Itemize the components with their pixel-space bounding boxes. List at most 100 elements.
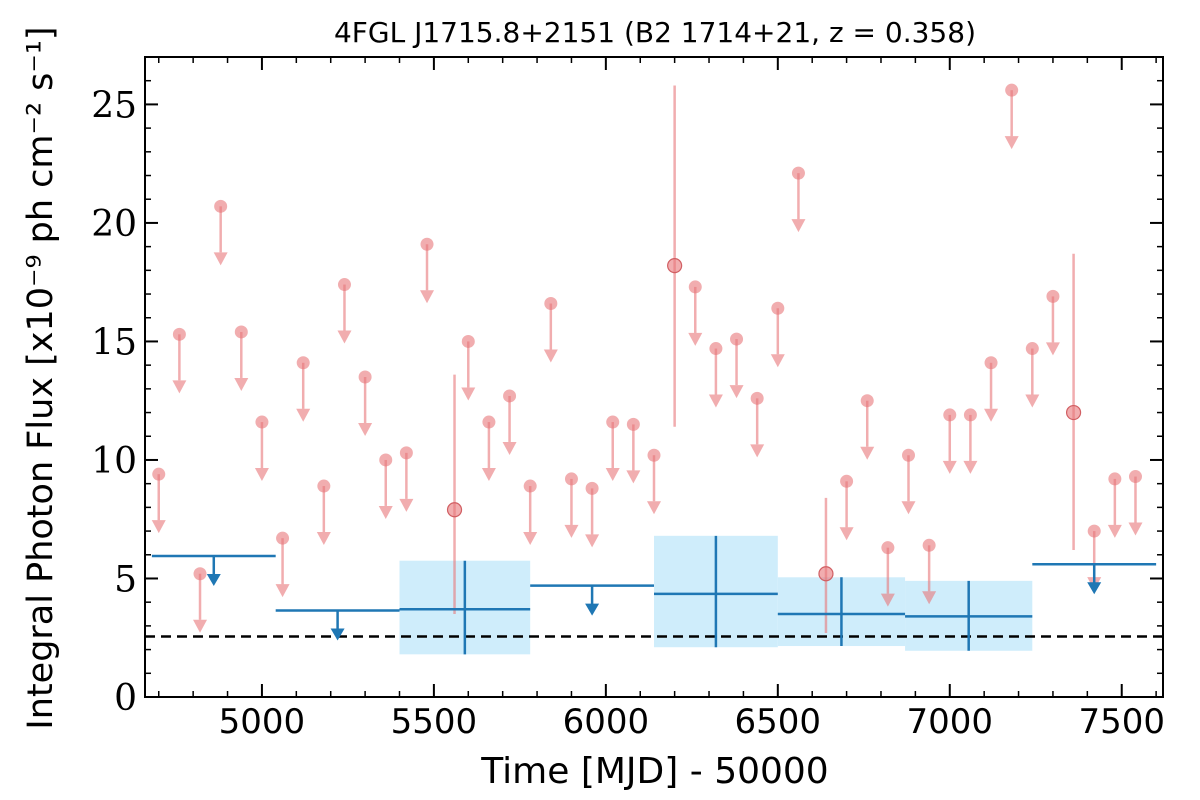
upper-limit-arrow: [420, 290, 435, 304]
upper-limit-arrow: [234, 377, 249, 391]
upper-limit-arrow: [481, 468, 496, 482]
upper-limit-point: [152, 467, 166, 481]
upper-limit-point: [606, 415, 620, 429]
upper-limit-point: [1005, 83, 1019, 97]
upper-limit-point: [1087, 524, 1101, 538]
y-tick-label: 15: [91, 322, 137, 363]
upper-limit-arrow: [984, 408, 999, 422]
detection-point: [667, 257, 683, 274]
upper-limit-point: [544, 297, 558, 311]
upper-limit-point: [943, 408, 957, 422]
upper-limit-point: [214, 199, 228, 213]
upper-limit-arrow: [647, 501, 661, 515]
y-tick-label: 0: [114, 678, 137, 719]
upper-limit-point: [647, 448, 661, 462]
upper-limit-point: [296, 356, 310, 370]
upper-limit-point: [730, 332, 744, 346]
upper-limit-arrow: [688, 332, 703, 346]
upper-limit-arrow: [543, 349, 558, 363]
upper-limit-arrow: [275, 584, 290, 598]
upper-limit-point: [963, 408, 977, 422]
upper-limit-point: [379, 453, 393, 467]
upper-limit-point: [337, 278, 351, 292]
upper-limit-point: [688, 280, 702, 294]
upper-limit-arrow: [922, 591, 937, 605]
upper-limit-point: [564, 472, 578, 486]
upper-limit-point: [1025, 342, 1039, 356]
upper-limit-arrow: [399, 498, 414, 512]
upper-limit-point: [791, 166, 805, 180]
chart-title: 4FGL J1715.8+2151 (B2 1714+21, z = 0.358…: [334, 16, 976, 49]
upper-limit-arrow: [1107, 524, 1122, 538]
upper-limit-arrow: [1025, 394, 1040, 408]
upper-limit-point: [358, 370, 372, 384]
upper-limit-point: [317, 479, 331, 493]
upper-limit-arrow: [172, 380, 187, 394]
y-tick-label: 5: [114, 559, 137, 600]
upper-limit-point: [482, 415, 496, 429]
upper-limit-arrow: [880, 593, 895, 607]
upper-limit-point: [1108, 472, 1122, 486]
x-tick-label: 6000: [563, 702, 650, 742]
detection-point: [1065, 404, 1082, 421]
plot-layer: 5000 5500 6000 6500 7000 7500 0 5 10 15 20 25: [91, 56, 1165, 742]
upper-limit-arrow: [1128, 522, 1143, 536]
upper-limit-point: [255, 415, 269, 429]
upper-limit-point: [840, 474, 854, 488]
upper-limit-arrow: [942, 460, 957, 474]
y-tick-label: 25: [91, 85, 137, 126]
upper-limit-point: [922, 538, 936, 552]
x-tick-label: 7000: [907, 702, 994, 742]
upper-limit-arrow: [461, 387, 476, 401]
plot-frame: [144, 56, 1164, 698]
upper-limit-arrow: [296, 408, 311, 422]
x-tick-label: 5000: [219, 702, 306, 742]
upper-limit-point: [771, 301, 785, 315]
upper-limit-arrow: [358, 423, 373, 436]
x-tick-label: 7500: [1078, 702, 1165, 742]
long-upper-limit-arrow: [1087, 582, 1102, 595]
upper-limit-point: [461, 334, 475, 348]
y-tick-label: 10: [91, 441, 137, 482]
upper-limit-point: [503, 389, 517, 403]
upper-limit-arrow: [708, 394, 723, 408]
upper-limit-point: [193, 567, 207, 581]
long-upper-limit-arrow: [330, 628, 345, 641]
upper-limit-arrow: [213, 252, 228, 266]
detection-point: [446, 502, 463, 518]
x-axis-label: Time [MJD] - 50000: [480, 751, 828, 792]
upper-limit-point: [1128, 470, 1142, 484]
upper-limit-point: [984, 356, 998, 370]
upper-limit-arrow: [770, 354, 785, 368]
upper-limit-arrow: [1004, 136, 1019, 150]
upper-limit-arrow: [729, 385, 744, 399]
upper-limit-arrow: [626, 470, 641, 484]
upper-limit-arrow: [839, 527, 854, 541]
upper-limit-point: [750, 391, 764, 405]
upper-limit-point: [399, 446, 413, 460]
detection-point: [818, 566, 834, 582]
upper-limit-point: [860, 394, 874, 408]
upper-limit-point: [902, 448, 915, 462]
upper-limit-point: [172, 327, 186, 341]
upper-limit-arrow: [337, 330, 352, 344]
upper-limit-arrow: [1045, 342, 1060, 356]
upper-limit-arrow: [254, 468, 269, 482]
y-tick-label: 20: [91, 204, 137, 245]
upper-limit-point: [276, 531, 290, 545]
upper-limit-arrow: [605, 468, 620, 482]
x-tick-label: 6500: [735, 702, 822, 742]
upper-limit-arrow: [901, 501, 916, 515]
upper-limit-arrow: [151, 520, 166, 534]
upper-limit-arrow: [193, 619, 208, 633]
upper-limit-arrow: [791, 219, 806, 233]
upper-limit-arrow: [523, 532, 538, 546]
upper-limit-point: [234, 325, 248, 339]
upper-limit-point: [523, 479, 537, 493]
upper-limit-arrow: [750, 444, 765, 458]
upper-limit-point: [709, 342, 723, 356]
upper-limit-arrow: [860, 446, 875, 460]
x-tick-label: 5500: [391, 702, 478, 742]
upper-limit-arrow: [378, 505, 393, 519]
upper-limit-arrow: [316, 532, 331, 546]
